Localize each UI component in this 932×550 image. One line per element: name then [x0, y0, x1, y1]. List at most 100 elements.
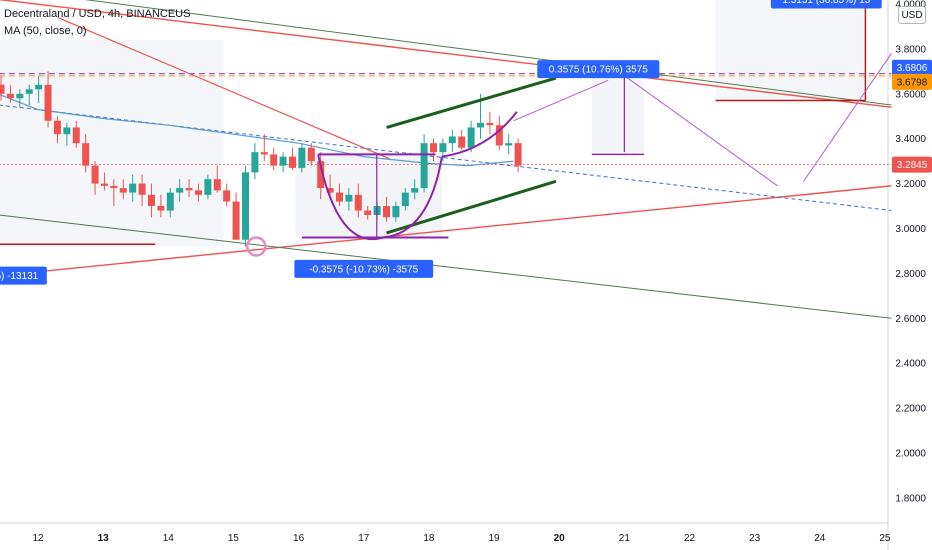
projection-arrow-down [624, 75, 778, 187]
price-tick-label: 3.2000 [895, 179, 926, 190]
price-tag-box [892, 156, 932, 173]
candle [72, 120, 80, 148]
candle [307, 143, 315, 166]
candle-body [176, 188, 184, 193]
candle [138, 174, 146, 207]
candle-body [401, 192, 409, 207]
candle [288, 147, 296, 171]
candle-body [82, 143, 90, 166]
candle [63, 122, 71, 146]
candle-body [138, 183, 146, 195]
candle [194, 183, 202, 202]
measure-zone [715, 0, 866, 101]
candle-body [345, 194, 353, 202]
price-tag-text: 3.2845 [897, 160, 928, 171]
candle-body [91, 165, 99, 184]
candle [514, 138, 522, 173]
measure-label-box [0, 266, 47, 285]
candle-body [260, 152, 268, 155]
candle-body [241, 172, 249, 240]
candle [0, 75, 5, 101]
price-tag-text: 3.6806 [897, 63, 928, 74]
candle-body [25, 89, 33, 94]
descending-red-line [57, 16, 391, 160]
candle-body [354, 194, 362, 211]
flag-upper-line [386, 76, 557, 129]
candle-body [392, 206, 400, 218]
time-tick-label: 22 [684, 533, 696, 544]
candle-body [486, 122, 494, 126]
resistance-trendline [0, 0, 892, 108]
measure-label: -0.3575 (-10.73%) -3575 [294, 259, 434, 278]
candle-body [430, 143, 438, 153]
candle-body [53, 120, 61, 135]
candle [185, 179, 193, 198]
indicator-legend: MA (50, close, 0) [4, 25, 87, 37]
projection-arrow-up-2 [803, 53, 892, 182]
candle [317, 152, 325, 200]
candle [110, 179, 118, 207]
candle [119, 179, 127, 200]
candle [383, 197, 391, 222]
candle [147, 183, 155, 218]
candle-body [204, 179, 212, 195]
candle-body [279, 156, 287, 166]
time-tick-label: 20 [554, 533, 566, 544]
candle-body [335, 192, 343, 202]
price-tag: 3.6806 [892, 59, 932, 76]
candle-body [6, 93, 14, 99]
candle-body [35, 84, 43, 90]
candle-body [477, 122, 485, 128]
candle [495, 116, 503, 150]
currency-button[interactable]: USD [898, 6, 926, 24]
candle-body [0, 84, 5, 94]
candle [251, 143, 259, 180]
candle-body [514, 143, 522, 166]
measure-label-text: -0.3575 (-10.73%) -3575 [309, 264, 418, 275]
candle [505, 134, 513, 155]
candle [298, 143, 306, 173]
candle [458, 129, 466, 150]
candle-body [495, 125, 503, 146]
candle [260, 134, 268, 162]
candle [82, 134, 90, 173]
candle [213, 165, 221, 193]
candle [448, 129, 456, 153]
measure-label-text: 1.3131 (36.85%) 13 [782, 0, 870, 6]
candle [364, 206, 372, 220]
candle [430, 138, 438, 162]
candle-body [194, 190, 202, 195]
price-tag: 3.6798 [892, 73, 932, 90]
candle-body [110, 185, 118, 189]
price-tick-label: 3.6000 [895, 89, 926, 100]
flag-lower-line [386, 179, 557, 235]
candle [223, 183, 231, 207]
price-tick-label: 3.4000 [895, 134, 926, 145]
price-tick-label: 2.0000 [895, 449, 926, 460]
candle-body [411, 188, 419, 193]
price-tick-label: 3.0000 [895, 224, 926, 235]
candle-body [448, 136, 456, 144]
price-tag-text: 3.6798 [897, 77, 928, 88]
candle [176, 179, 184, 202]
ma50-line [0, 94, 514, 167]
candle [44, 71, 52, 128]
time-tick-label: 18 [423, 533, 435, 544]
candle-body [157, 206, 165, 211]
time-tick-label: 21 [619, 533, 631, 544]
candle [157, 194, 165, 218]
candle-body [223, 190, 231, 202]
time-tick-label: 25 [879, 533, 891, 544]
projection-arrow-up [513, 79, 609, 122]
candle [16, 89, 24, 108]
measure-label-box [537, 60, 660, 79]
candle-body [317, 161, 325, 189]
price-tag-box [892, 73, 932, 90]
candle-body [467, 127, 475, 148]
candle [6, 84, 14, 103]
candle [100, 172, 108, 191]
price-tick-label: 4.0000 [895, 0, 926, 11]
candle-body [166, 192, 174, 211]
cup-handle-curve [441, 111, 518, 158]
